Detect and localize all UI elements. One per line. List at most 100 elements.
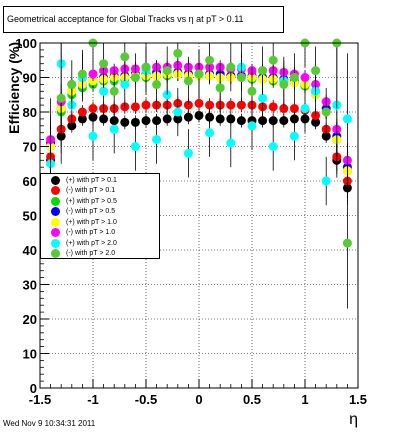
y-tick-label: 20	[23, 312, 37, 327]
y-axis-label: Efficiency (%)	[6, 42, 22, 134]
data-point	[56, 93, 66, 103]
data-point	[205, 55, 215, 65]
data-point	[342, 114, 352, 124]
data-point	[300, 73, 310, 82]
legend-marker	[51, 207, 60, 217]
series-group	[46, 38, 352, 309]
legend-item: (+) with pT > 2.0	[41, 238, 159, 249]
data-point	[236, 100, 246, 110]
legend-marker	[51, 186, 60, 196]
legend-item: (-) with pT > 0.1	[41, 186, 159, 197]
data-point	[258, 93, 268, 103]
data-point	[152, 135, 162, 145]
data-point	[130, 73, 140, 82]
x-tick-label: 0.5	[243, 392, 261, 407]
data-point	[289, 73, 299, 82]
legend-label: (+) with pT > 0.5	[66, 197, 117, 205]
legend-item: (-) with pT > 2.0	[41, 249, 159, 260]
y-tick-label: 50	[23, 209, 37, 224]
y-tick-label: 70	[23, 140, 37, 155]
y-tick-label: 90	[23, 71, 37, 86]
legend-marker	[51, 175, 60, 185]
x-tick-label: 1	[301, 392, 308, 407]
legend: (+) with pT > 0.1 (-) with pT > 0.1 (+) wi…	[40, 173, 160, 259]
data-point	[109, 124, 119, 134]
data-point	[258, 66, 268, 76]
y-tick-label: 80	[23, 105, 37, 120]
data-point	[300, 104, 310, 114]
data-point	[88, 131, 98, 141]
data-point	[279, 116, 289, 126]
y-tick-label: 10	[23, 347, 37, 362]
data-point	[183, 112, 193, 122]
x-axis-label: η	[349, 411, 358, 428]
data-point	[141, 100, 151, 110]
timestamp: Wed Nov 9 10:34:31 2011	[3, 419, 96, 428]
legend-item: (-) with pT > 1.0	[41, 228, 159, 239]
legend-label: (+) with pT > 2.0	[66, 239, 117, 247]
x-tick-label: -0.5	[135, 392, 157, 407]
data-points	[46, 38, 352, 309]
legend-label: (-) with pT > 2.0	[66, 250, 116, 258]
data-point	[226, 62, 236, 72]
data-point	[205, 100, 215, 110]
axis-ticks: -1.5 -1 -0.5 0 0.5 1 1.5 0 10 20 30 40 50 60 70 80 90 100	[15, 36, 367, 407]
data-point	[99, 86, 109, 96]
y-tick-label: 30	[23, 278, 37, 293]
data-point	[194, 69, 204, 79]
legend-item: (+) with pT > 0.5	[41, 196, 159, 207]
data-point	[120, 117, 130, 127]
data-point	[268, 55, 278, 65]
data-point	[321, 176, 331, 186]
data-point	[226, 138, 236, 148]
legend-marker	[51, 228, 60, 238]
chart-title: Geometrical acceptance for Global Tracks…	[3, 6, 284, 33]
data-point	[109, 86, 119, 96]
data-point	[268, 102, 278, 112]
data-point	[77, 69, 87, 79]
x-tick-label: -1	[87, 392, 99, 407]
legend-marker	[51, 196, 60, 206]
x-tick-label: 1.5	[349, 392, 367, 407]
legend-item: (+) with pT > 1.0	[41, 217, 159, 228]
data-point	[215, 114, 225, 124]
data-point	[183, 148, 193, 158]
data-point	[130, 142, 140, 151]
data-point	[194, 98, 204, 108]
data-point	[226, 100, 236, 110]
data-point	[279, 79, 289, 89]
y-tick-label: 60	[23, 174, 37, 189]
data-point	[247, 121, 257, 131]
data-point	[130, 102, 140, 112]
data-point	[77, 107, 87, 117]
data-point	[99, 114, 109, 124]
legend-label: (-) with pT > 1.0	[66, 229, 116, 237]
data-point	[311, 66, 321, 76]
data-point	[236, 73, 246, 82]
data-point	[88, 104, 98, 114]
y-tick-label: 0	[30, 381, 37, 396]
data-point	[173, 48, 183, 58]
x-tick-label: 0	[195, 392, 202, 407]
data-point	[173, 107, 183, 117]
data-point	[289, 131, 299, 141]
data-point	[268, 116, 278, 126]
data-point	[67, 79, 77, 89]
data-point	[215, 83, 225, 93]
data-point	[120, 79, 130, 89]
x-tick-label: -1.5	[29, 392, 51, 407]
data-point	[141, 62, 151, 72]
data-point	[141, 116, 151, 126]
data-point	[289, 104, 299, 114]
data-point	[268, 142, 278, 151]
data-point	[88, 69, 98, 79]
data-point	[183, 76, 193, 86]
legend-label: (-) with pT > 0.5	[66, 208, 116, 216]
data-point	[99, 59, 109, 69]
axis-labels: Efficiency (%) η	[6, 42, 358, 428]
legend-marker	[51, 238, 60, 248]
legend-label: (-) with pT > 0.1	[66, 187, 116, 195]
data-point	[247, 86, 257, 96]
y-tick-label: 100	[15, 36, 37, 51]
